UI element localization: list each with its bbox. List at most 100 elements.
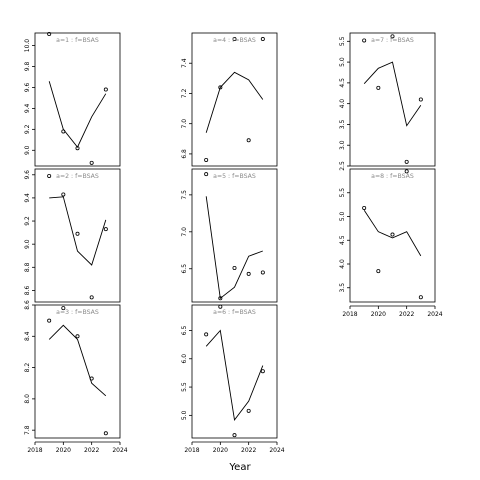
observed-point: [418, 97, 423, 102]
x-tick-label: 2022: [241, 447, 256, 454]
y-tick-label: 4.0: [339, 259, 346, 269]
observed-point: [204, 172, 209, 177]
x-tick-label: 2020: [371, 311, 386, 318]
x-axis-label: Year: [228, 462, 251, 473]
observed-point: [47, 32, 52, 37]
y-tick-label: 6.5: [181, 326, 188, 336]
observed-point: [260, 270, 265, 275]
x-tick-label: 2018: [27, 447, 42, 454]
panel-a8-label: a=8 : f=BSAS: [371, 173, 414, 180]
y-tick-label: 9.8: [24, 62, 31, 72]
y-tick-label: 7.0: [181, 119, 188, 129]
y-tick-label: 3.5: [339, 119, 346, 129]
fitted-line-a7: [363, 61, 422, 127]
observed-point: [390, 34, 395, 39]
y-tick-label: 4.0: [339, 99, 346, 109]
observed-point: [246, 138, 251, 143]
observed-point: [89, 160, 94, 165]
y-tick-label: 9.6: [24, 170, 31, 180]
observed-point: [232, 37, 237, 42]
y-tick-label: 9.4: [24, 103, 31, 113]
fitted-line-a5: [205, 196, 263, 300]
x-tick-label: 2020: [56, 447, 71, 454]
observed-point: [47, 318, 52, 323]
panel-a3-frame: [34, 304, 121, 439]
y-tick-label: 9.2: [24, 124, 31, 134]
panel-a7: 2.5 3.0 3.5 4.0 4.5 5.0 5.5 a=7 : f=BSAS: [339, 32, 436, 171]
observed-point: [89, 376, 94, 381]
panel-a4-label: a=4 : f=BSAS: [213, 37, 256, 44]
fitted-line-a6: [205, 329, 264, 422]
observed-point: [218, 296, 223, 301]
y-tick-label: 2.5: [339, 161, 346, 171]
y-tick-label: 8.8: [24, 262, 31, 272]
x-tick-label: 2018: [184, 447, 199, 454]
observed-point: [75, 146, 80, 151]
observed-point: [418, 295, 423, 300]
y-tick-label: 7.4: [181, 58, 188, 68]
observed-point: [232, 266, 237, 271]
panel-a5: 6.5 7.0 7.5 a=5 : f=BSAS: [181, 168, 278, 303]
panel-a1-label: a=1 : f=BSAS: [56, 37, 99, 44]
y-tick-label: 5.5: [339, 188, 346, 198]
observed-point: [376, 269, 381, 274]
observed-point: [75, 334, 80, 339]
observed-point: [61, 192, 66, 197]
fitted-line-a1: [48, 81, 107, 148]
x-tick-label: 2024: [269, 447, 284, 454]
observed-point: [362, 38, 367, 43]
observed-point: [204, 157, 209, 162]
observed-point: [61, 129, 66, 134]
panel-a5-label: a=5 : f=BSAS: [213, 173, 256, 180]
panel-a4: 6.8 7.0 7.2 7.4 a=4 : f=BSAS: [181, 32, 278, 167]
fitted-line-a4: [205, 71, 264, 133]
panel-a1: 9.0 9.2 9.4 9.6 9.8 10.0 a=1 : f=BSAS: [24, 32, 121, 167]
y-tick-label: 8.0: [24, 394, 31, 404]
y-tick-label: 8.4: [24, 331, 31, 341]
x-tick-label: 2020: [213, 447, 228, 454]
observed-point: [246, 408, 251, 413]
y-tick-label: 9.2: [24, 216, 31, 226]
observed-point: [75, 231, 80, 236]
y-tick-label: 3.0: [339, 140, 346, 150]
observed-point: [362, 205, 367, 210]
fitted-line-a8: [363, 210, 422, 257]
panel-a3-label: a=3 : f=BSAS: [56, 309, 99, 316]
observed-point: [103, 87, 108, 92]
fitted-line-a2: [49, 196, 107, 266]
panel-a2-frame: [34, 168, 121, 303]
y-tick-label: 8.2: [24, 363, 31, 373]
panel-a4-frame: [191, 32, 278, 167]
y-tick-label: 5.0: [339, 212, 346, 222]
y-tick-label: 7.2: [181, 89, 188, 99]
panel-a7-frame: [349, 32, 436, 167]
observed-point: [218, 304, 223, 309]
y-tick-label: 7.0: [181, 227, 188, 237]
y-tick-label: 6.5: [181, 264, 188, 274]
panel-a6-label: a=6 : f=BSAS: [213, 309, 256, 316]
observed-point: [61, 306, 66, 311]
y-tick-label: 9.0: [24, 239, 31, 249]
panel-a2: 8.6 8.8 9.0 9.2 9.4 9.6 a=2 : f=BSAS: [24, 168, 121, 303]
panel-a6: 5.0 5.5 6.0 6.5 2018 2020 2022 2024 a=6 : f=BSAS: [181, 304, 285, 454]
observed-point: [204, 332, 209, 337]
panel-a8-frame: [349, 168, 436, 303]
observed-point: [103, 431, 108, 436]
observed-point: [260, 37, 265, 42]
panel-a8: 3.5 4.0 4.5 5.0 5.5 2018 2020 2022 2024 a=8 : f=B…: [339, 168, 443, 318]
y-tick-label: 5.0: [181, 410, 188, 420]
panel-a5-frame: [191, 168, 278, 303]
y-tick-label: 8.6: [24, 300, 31, 310]
observed-point: [218, 85, 223, 90]
y-tick-label: 6.0: [181, 354, 188, 364]
observed-point: [404, 159, 409, 164]
y-tick-label: 9.0: [24, 145, 31, 155]
y-tick-label: 5.5: [181, 382, 188, 392]
x-tick-label: 2024: [112, 447, 127, 454]
observed-point: [47, 173, 52, 178]
y-tick-label: 9.4: [24, 193, 31, 203]
x-tick-label: 2022: [84, 447, 99, 454]
y-tick-label: 9.6: [24, 83, 31, 93]
panel-a7-label: a=7 : f=BSAS: [371, 37, 414, 44]
